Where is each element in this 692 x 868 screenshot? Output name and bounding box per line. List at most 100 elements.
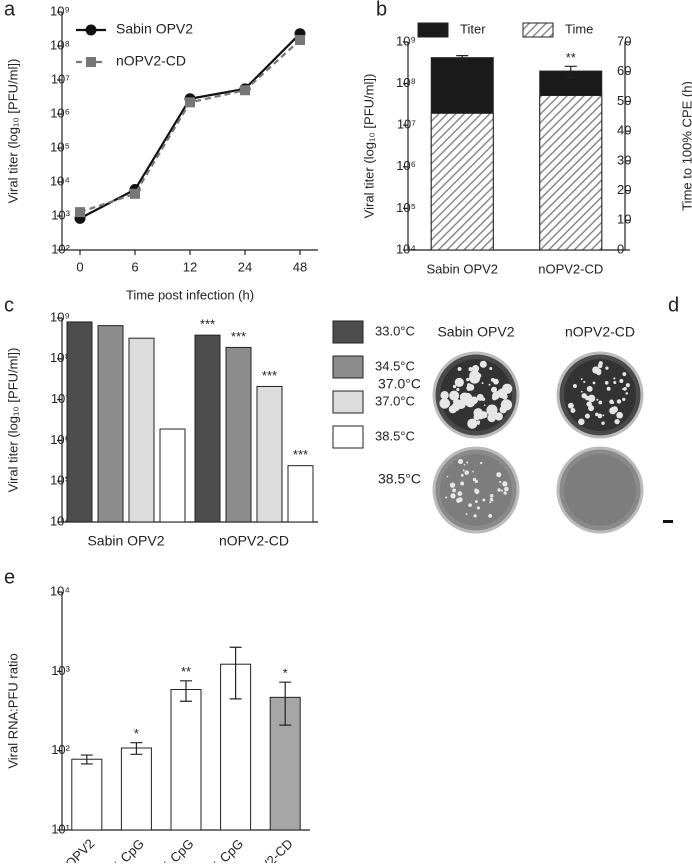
y-tick-label: 10⁷ bbox=[51, 71, 70, 86]
plaque bbox=[476, 506, 480, 510]
column-label: nOPV2-CD bbox=[565, 324, 635, 340]
plaque bbox=[457, 459, 464, 465]
plaque bbox=[613, 377, 616, 380]
y-tick-label: 60 bbox=[617, 63, 631, 78]
plaque bbox=[460, 481, 465, 486]
y-tick-label: 10⁸ bbox=[396, 75, 416, 90]
y-tick-label: 10² bbox=[51, 742, 70, 757]
plaque bbox=[457, 491, 463, 496]
plaque bbox=[500, 399, 513, 411]
column-label: Sabin OPV2 bbox=[437, 324, 514, 340]
significance: *** bbox=[293, 447, 308, 462]
y-tick-label: 10 bbox=[617, 212, 631, 227]
plaque bbox=[472, 470, 474, 473]
plaque bbox=[496, 472, 502, 478]
error-bar bbox=[456, 55, 469, 61]
y-tick-label: 10¹ bbox=[51, 821, 70, 836]
plaque bbox=[446, 475, 449, 478]
bar bbox=[66, 321, 93, 523]
plaque bbox=[473, 514, 477, 518]
y-tick-label: 50 bbox=[617, 93, 631, 108]
row-label: 38.5°C bbox=[378, 471, 421, 487]
plaque bbox=[452, 384, 457, 389]
plaque bbox=[488, 513, 493, 518]
y-tick-label: 10⁶ bbox=[50, 432, 70, 447]
y-axis-label: Viral RNA:PFU ratio bbox=[5, 653, 20, 768]
y-tick-label: 10⁴ bbox=[50, 173, 70, 188]
data-point bbox=[130, 188, 140, 199]
y-tick-label: 10⁵ bbox=[50, 139, 70, 154]
bar bbox=[287, 465, 314, 523]
significance: ** bbox=[566, 50, 576, 65]
y-tick-label: 10⁸ bbox=[50, 350, 70, 365]
x-tick-label: 48 bbox=[293, 259, 307, 274]
row-label: 37.0°C bbox=[378, 376, 421, 392]
significance: * bbox=[283, 666, 288, 681]
data-point bbox=[295, 35, 305, 46]
significance: *** bbox=[231, 329, 246, 344]
panel-label: d bbox=[668, 294, 679, 316]
legend-label: 33.0°C bbox=[375, 323, 415, 338]
plaque bbox=[467, 418, 478, 429]
y-tick-label: 10³ bbox=[51, 207, 70, 222]
significance: * bbox=[134, 726, 139, 741]
plaque bbox=[567, 402, 574, 409]
plaque bbox=[596, 368, 602, 374]
y-tick-label: 10² bbox=[51, 241, 70, 256]
legend-label: Sabin OPV2 bbox=[116, 21, 193, 37]
y-axis-label: Viral titer (log₁₀ [PFU/ml]) bbox=[5, 59, 20, 204]
legend-marker bbox=[85, 24, 97, 36]
significance: ** bbox=[181, 664, 191, 679]
plaque bbox=[468, 503, 472, 508]
legend-marker bbox=[86, 57, 96, 67]
plaque bbox=[623, 387, 627, 391]
plaque bbox=[504, 486, 509, 492]
bar bbox=[256, 385, 283, 523]
plaque bbox=[454, 377, 464, 387]
plaque bbox=[489, 366, 493, 371]
plaque bbox=[503, 491, 507, 495]
plaque bbox=[449, 390, 460, 401]
plaque bbox=[474, 500, 478, 503]
y-tick-label: 10⁴ bbox=[396, 241, 416, 256]
plaque bbox=[465, 393, 471, 399]
x-tick-label: nOPV2-CD bbox=[538, 261, 603, 276]
legend-label: Titer bbox=[460, 21, 486, 36]
y-tick-label: 10⁵ bbox=[50, 473, 70, 488]
plaque bbox=[605, 366, 609, 370]
panel-label: c bbox=[4, 294, 14, 316]
plaque bbox=[466, 461, 469, 464]
plaque bbox=[483, 404, 486, 406]
y-tick-label: 10⁴ bbox=[50, 513, 70, 528]
error-bar bbox=[279, 681, 292, 726]
x-axis-label: Time post infection (h) bbox=[126, 287, 254, 302]
plaque bbox=[489, 501, 492, 504]
error-bar bbox=[80, 754, 93, 765]
plaque bbox=[457, 367, 462, 371]
plaque bbox=[601, 421, 605, 425]
x-tick-label: nOPV2-CD bbox=[239, 836, 296, 863]
plaque bbox=[586, 385, 593, 392]
plaque bbox=[466, 377, 470, 382]
plaque bbox=[622, 372, 627, 376]
legend-label: 38.5°C bbox=[375, 428, 415, 443]
plaque bbox=[598, 400, 603, 405]
data-point bbox=[75, 207, 85, 218]
x-tick-label: Sabin OPV2 bbox=[426, 261, 498, 276]
plaque bbox=[584, 413, 590, 419]
plaque bbox=[578, 418, 585, 426]
x-tick-label: +20% CpG bbox=[91, 836, 147, 863]
series-line bbox=[79, 32, 301, 220]
bar bbox=[170, 689, 202, 831]
plaque bbox=[445, 496, 448, 499]
legend-swatch bbox=[417, 22, 449, 38]
plaque bbox=[464, 470, 469, 475]
panel-label: a bbox=[4, 0, 16, 20]
plaque bbox=[474, 488, 478, 492]
bar bbox=[97, 325, 124, 523]
plaque bbox=[619, 379, 624, 383]
plaque bbox=[479, 461, 483, 465]
plaque bbox=[616, 399, 622, 404]
plaque bbox=[491, 386, 498, 393]
plaque bbox=[465, 513, 468, 516]
